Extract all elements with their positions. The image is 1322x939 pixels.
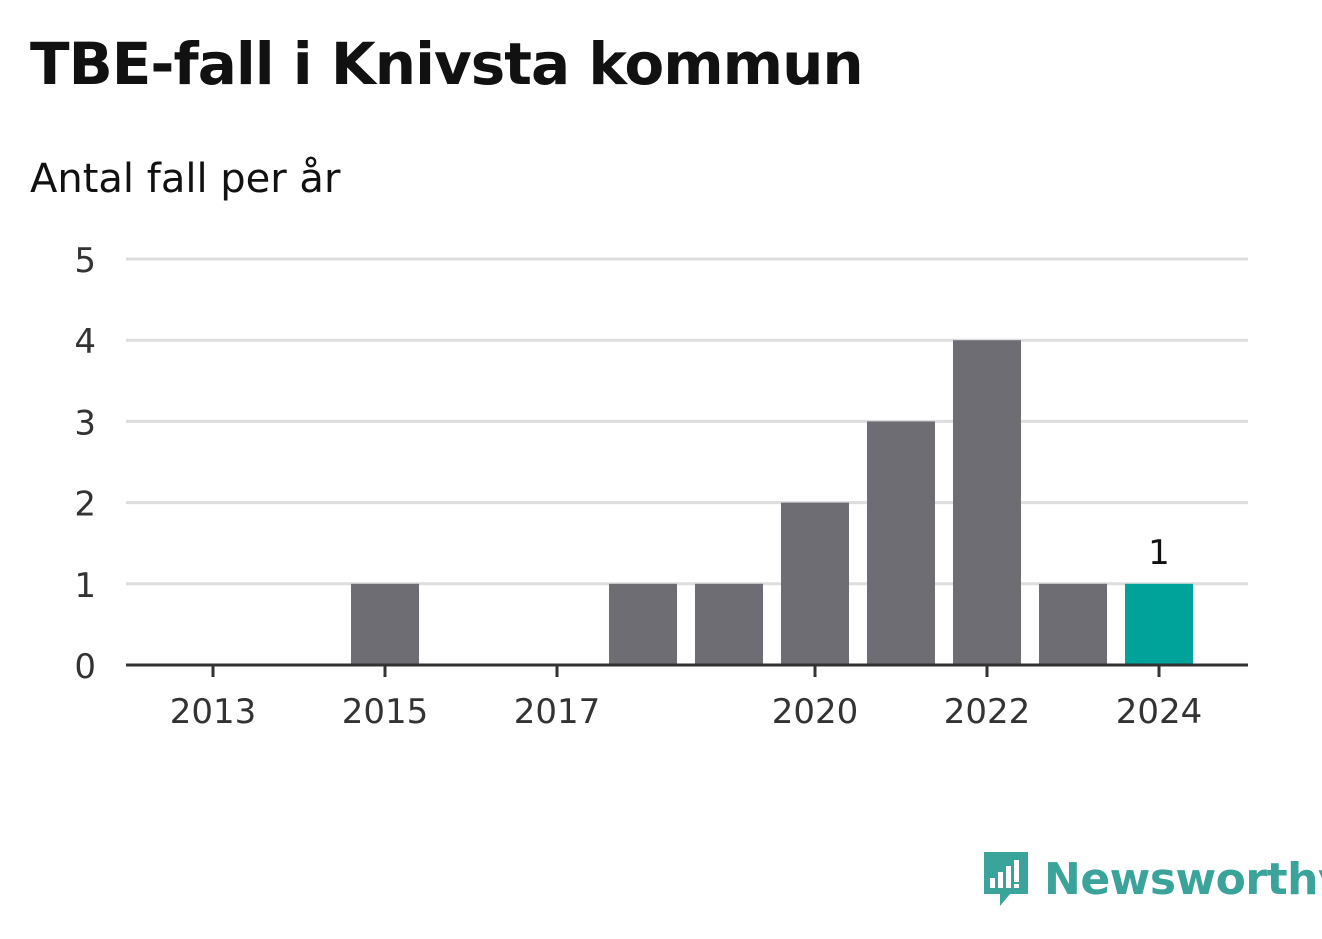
y-tick-label: 0 xyxy=(74,647,96,687)
y-tick-label: 5 xyxy=(74,241,96,281)
bar xyxy=(1039,583,1107,665)
brand-name: Newsworthy xyxy=(1044,853,1322,905)
bar xyxy=(351,583,419,665)
chart-title: TBE-fall i Knivsta kommun xyxy=(30,30,864,98)
bar xyxy=(1125,583,1193,665)
x-tick-label: 2017 xyxy=(514,692,601,732)
bar xyxy=(867,421,935,665)
bar xyxy=(781,502,849,665)
data-label: 1 xyxy=(1148,533,1170,573)
x-tick-label: 2022 xyxy=(944,692,1031,732)
chart-subtitle: Antal fall per år xyxy=(30,156,341,202)
newsworthy-logo-icon xyxy=(984,852,1028,906)
bar xyxy=(695,583,763,665)
brand-logo: Newsworthy xyxy=(980,848,1322,910)
y-tick-label: 2 xyxy=(74,485,96,525)
x-tick-label: 2024 xyxy=(1116,692,1203,732)
x-tick-label: 2013 xyxy=(170,692,257,732)
bar xyxy=(953,340,1021,665)
x-tick-label: 2015 xyxy=(342,692,429,732)
bar xyxy=(609,583,677,665)
y-tick-label: 3 xyxy=(74,403,96,443)
y-tick-label: 1 xyxy=(74,566,96,606)
x-tick-label: 2020 xyxy=(772,692,859,732)
y-tick-label: 4 xyxy=(74,322,96,362)
